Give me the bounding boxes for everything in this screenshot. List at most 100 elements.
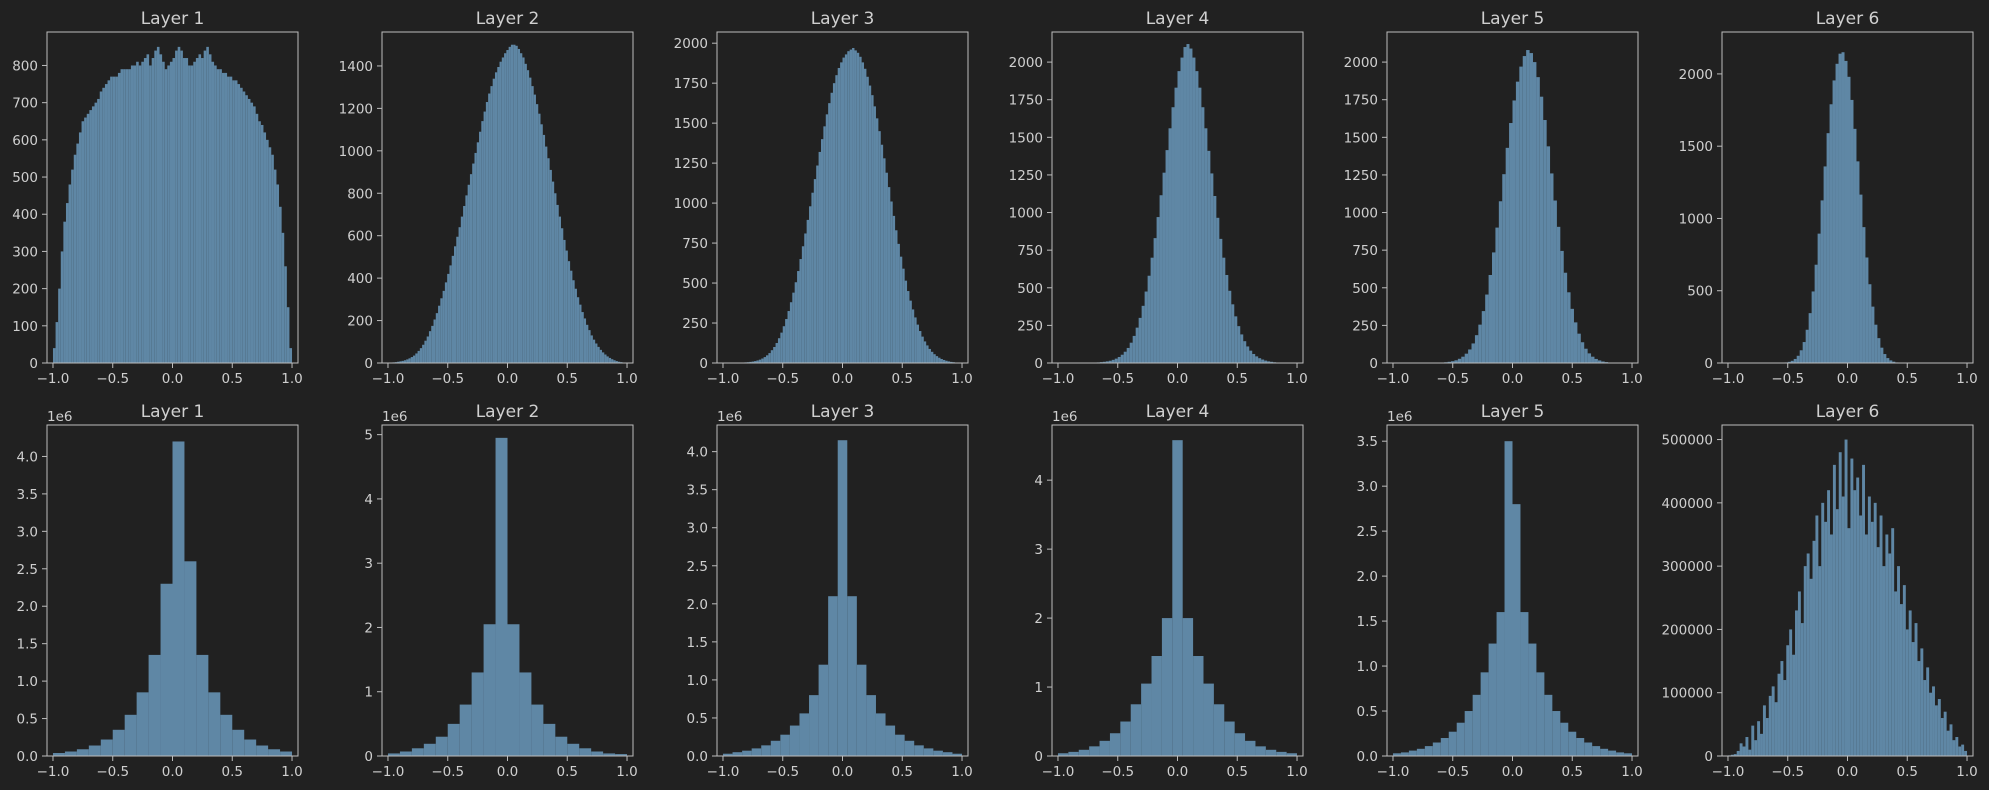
- y-tick-label: 4.0: [17, 449, 38, 465]
- histogram-bar: [397, 361, 400, 363]
- x-tick-label: −1.0: [1377, 764, 1410, 780]
- histogram-bar: [825, 114, 829, 363]
- histogram-bar: [581, 312, 584, 363]
- y-tick-label: 3.0: [1357, 479, 1378, 495]
- histogram-bar: [799, 713, 810, 756]
- histogram-bar: [1099, 740, 1110, 756]
- histogram-bar: [770, 740, 781, 756]
- histogram-bar: [125, 69, 129, 363]
- histogram-bar: [1265, 749, 1277, 756]
- histogram-bar: [1584, 348, 1588, 363]
- histogram-bar: [519, 672, 532, 756]
- histogram-bar: [1799, 350, 1803, 363]
- x-tick-label: 0.5: [557, 371, 578, 387]
- histogram-bar: [1207, 150, 1211, 363]
- histogram-bar: [904, 740, 915, 756]
- y-tick-label: 2000: [1679, 67, 1713, 83]
- histogram-bar: [1803, 566, 1807, 756]
- y-tick-label: 400: [347, 271, 373, 287]
- y-tick-label: 750: [682, 236, 708, 252]
- histogram-bar: [1832, 80, 1836, 364]
- y-tick-label: 250: [1352, 318, 1378, 334]
- histogram-bar: [1911, 642, 1915, 756]
- y-tick-label: 1.5: [1357, 614, 1378, 630]
- x-tick-label: 1.0: [616, 764, 637, 780]
- histogram-bar: [447, 273, 450, 363]
- histogram-bar: [591, 751, 604, 756]
- x-tick-label: 0.0: [1502, 764, 1523, 780]
- y-tick-label: 500: [1352, 281, 1378, 297]
- histogram-bar: [154, 50, 157, 363]
- histogram-bar: [190, 65, 194, 363]
- histogram-bar: [55, 322, 59, 363]
- histogram-bar: [1231, 304, 1235, 363]
- histogram-bar: [490, 86, 493, 363]
- histogram-bar: [508, 46, 511, 363]
- y-tick-label: 400000: [1661, 496, 1713, 512]
- histogram-bar: [488, 93, 491, 364]
- histogram-bar: [1204, 128, 1208, 363]
- x-tick-label: 0.0: [1502, 371, 1523, 387]
- y-tick-label: 2: [1034, 611, 1043, 627]
- histogram-bar: [100, 739, 113, 756]
- y-tick-label: 500: [1017, 281, 1043, 297]
- histogram-bar: [531, 86, 534, 363]
- histogram-bar: [417, 350, 420, 363]
- histogram-bar: [408, 358, 411, 363]
- histogram-bar: [138, 65, 142, 363]
- histogram-bar: [751, 748, 762, 756]
- histogram-bar: [1448, 731, 1457, 756]
- histogram-bar: [413, 355, 416, 363]
- histogram-bar: [1943, 711, 1947, 756]
- histogram-bar: [1102, 361, 1106, 363]
- histogram-bar: [785, 319, 788, 363]
- histogram-bar: [81, 121, 85, 364]
- histogram-bar: [52, 348, 56, 363]
- histogram-bar: [64, 751, 77, 756]
- histogram-bar: [120, 69, 124, 363]
- histogram-bar: [1923, 680, 1927, 756]
- histogram-bar: [481, 121, 484, 363]
- histogram-bar: [1255, 746, 1266, 756]
- x-tick-label: 0.5: [1897, 371, 1918, 387]
- y-tick-label: 3.5: [17, 487, 38, 503]
- y-tick-label: 3.5: [687, 483, 708, 499]
- histogram-bar: [136, 61, 139, 363]
- histogram-bar: [1147, 275, 1151, 363]
- histogram-bar: [128, 69, 131, 363]
- histogram-bar: [1451, 361, 1455, 363]
- histogram-bar: [1765, 718, 1769, 756]
- histogram-bar: [916, 324, 919, 363]
- y-tick-label: 600: [12, 133, 38, 149]
- histogram-bar: [1114, 358, 1118, 363]
- panel-title: Layer 6: [1816, 402, 1880, 422]
- histogram-bar: [1961, 744, 1965, 756]
- y-tick-label: 3.0: [687, 521, 708, 537]
- histogram-bar: [895, 734, 905, 756]
- y-tick-label: 1200: [339, 101, 373, 117]
- x-tick-label: −1.0: [372, 764, 405, 780]
- histogram-bar: [1835, 63, 1839, 363]
- histogram-bar: [1474, 335, 1479, 363]
- histogram-bar: [193, 61, 196, 363]
- histogram-bar: [1815, 515, 1819, 756]
- histogram-bar: [1219, 238, 1223, 363]
- histogram-bar: [847, 51, 850, 363]
- histogram-bar: [474, 152, 477, 363]
- y-tick-label: 200: [12, 282, 38, 298]
- x-tick-label: 1.0: [281, 764, 302, 780]
- histogram-bar: [1891, 528, 1895, 756]
- histogram-bar: [65, 203, 69, 363]
- y-tick-label: 1750: [674, 76, 708, 92]
- x-tick-label: −1.0: [37, 371, 70, 387]
- y-tick-label: 1500: [674, 116, 708, 132]
- y-tick-label: 500: [682, 276, 708, 292]
- histogram-bar: [1492, 252, 1496, 363]
- histogram-bar: [799, 259, 802, 363]
- histogram-bar: [875, 118, 879, 363]
- histogram-bar: [203, 50, 207, 363]
- y-tick-label: 500: [1687, 284, 1713, 300]
- histogram-bar: [770, 350, 774, 363]
- histogram-bar: [1550, 173, 1554, 363]
- histogram-bar: [1853, 128, 1857, 363]
